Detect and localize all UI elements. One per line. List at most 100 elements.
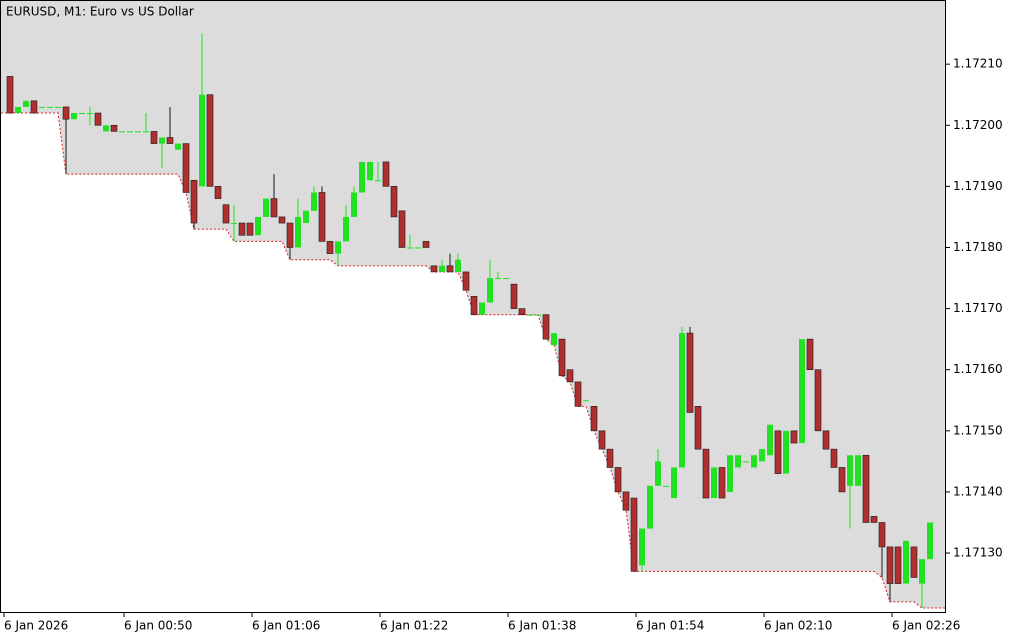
candle-body bbox=[30, 100, 38, 114]
candle-body bbox=[367, 161, 373, 181]
candle-body bbox=[838, 467, 846, 493]
candle-body bbox=[351, 192, 357, 217]
candle-body bbox=[398, 210, 406, 248]
candle-body bbox=[71, 113, 77, 120]
candle-body bbox=[286, 222, 294, 248]
candle-body bbox=[222, 204, 230, 224]
candle-body bbox=[470, 296, 478, 316]
candle-body bbox=[422, 241, 430, 248]
candle-body bbox=[814, 369, 822, 432]
candle-body bbox=[190, 179, 198, 224]
candle-body bbox=[430, 265, 438, 273]
candle-body bbox=[87, 113, 93, 115]
candle-body bbox=[318, 192, 326, 242]
chart-title: EURUSD, M1: Euro vs US Dollar bbox=[6, 5, 194, 19]
candle-body bbox=[495, 278, 501, 280]
candle-body bbox=[590, 406, 598, 432]
y-tick-label: 1.17170 bbox=[953, 301, 1003, 315]
candle-body bbox=[150, 131, 158, 144]
candle-body bbox=[510, 283, 518, 309]
x-tick-label: 6 Jan 02:10 bbox=[764, 619, 832, 633]
candle-body bbox=[862, 454, 870, 523]
candle-body bbox=[718, 467, 726, 499]
candle-body bbox=[55, 106, 61, 108]
x-tick-label: 6 Jan 01:54 bbox=[636, 619, 704, 633]
candle-body bbox=[94, 112, 102, 126]
candle-body bbox=[47, 106, 53, 108]
candle-body bbox=[199, 94, 205, 187]
candle-body bbox=[566, 369, 574, 383]
candle-body bbox=[446, 265, 454, 273]
candle-body bbox=[303, 210, 309, 224]
candle-body bbox=[503, 278, 509, 280]
candle-body bbox=[390, 186, 398, 218]
candle-body bbox=[270, 198, 278, 218]
candle-body bbox=[702, 448, 710, 499]
candle-body bbox=[574, 381, 582, 407]
candle-body bbox=[439, 265, 445, 272]
candle-body bbox=[535, 314, 541, 316]
candle-body bbox=[598, 430, 606, 450]
candle-body bbox=[727, 455, 733, 492]
candle-body bbox=[110, 124, 118, 132]
candle-body bbox=[878, 522, 886, 548]
candle-body bbox=[103, 125, 109, 132]
support-line bbox=[1, 112, 945, 609]
candle-body bbox=[886, 546, 894, 584]
candle-body bbox=[214, 186, 222, 199]
candle-body bbox=[542, 314, 550, 340]
candle-body bbox=[479, 302, 485, 315]
y-tick-label: 1.17140 bbox=[953, 484, 1003, 498]
candle-body bbox=[238, 222, 246, 236]
candle-body bbox=[790, 430, 798, 444]
candle-body bbox=[159, 137, 165, 144]
y-tick-label: 1.17210 bbox=[953, 57, 1003, 71]
candle-body bbox=[927, 522, 933, 560]
candle-body bbox=[759, 449, 765, 462]
candle-body bbox=[583, 400, 589, 402]
x-tick-label: 6 Jan 00:50 bbox=[124, 619, 192, 633]
candle-body bbox=[127, 131, 133, 133]
y-tick-label: 1.17150 bbox=[953, 423, 1003, 437]
candle-body bbox=[407, 247, 413, 249]
candle-body bbox=[206, 94, 214, 187]
candle-body bbox=[774, 430, 782, 474]
candle-body bbox=[694, 406, 702, 450]
candle-body bbox=[830, 448, 838, 468]
y-tick-label: 1.17190 bbox=[953, 179, 1003, 193]
candle-body bbox=[655, 461, 661, 486]
candle-body bbox=[175, 143, 181, 150]
candle-body bbox=[143, 131, 149, 133]
candle-body bbox=[23, 100, 29, 107]
candle-body bbox=[847, 455, 853, 486]
candle-body bbox=[335, 241, 341, 254]
candle-body bbox=[263, 198, 269, 217]
candle-body bbox=[39, 106, 45, 108]
candle-body bbox=[455, 259, 461, 272]
candle-body bbox=[119, 131, 125, 133]
plot bbox=[1, 1, 945, 609]
candle-body bbox=[166, 137, 174, 144]
candle-body bbox=[614, 467, 622, 493]
candle-body bbox=[630, 497, 638, 572]
candle-body bbox=[919, 559, 925, 584]
y-tick-label: 1.17180 bbox=[953, 240, 1003, 254]
candle-body bbox=[671, 467, 677, 499]
candle-body bbox=[295, 216, 301, 248]
candle-body bbox=[639, 528, 645, 566]
candle-body bbox=[518, 308, 526, 316]
candle-body bbox=[255, 216, 261, 236]
candle-body bbox=[462, 271, 470, 291]
candle-body bbox=[527, 314, 533, 316]
candle-body bbox=[799, 339, 805, 444]
candle-body bbox=[382, 161, 390, 187]
candle-body bbox=[711, 467, 717, 499]
candle-body bbox=[751, 455, 757, 468]
candle-body bbox=[6, 76, 14, 114]
candle-body bbox=[558, 338, 566, 377]
x-tick-label: 6 Jan 01:06 bbox=[252, 619, 320, 633]
y-tick-label: 1.17160 bbox=[953, 362, 1003, 376]
candle-body bbox=[855, 455, 861, 486]
x-tick-label: 6 Jan 01:38 bbox=[508, 619, 576, 633]
